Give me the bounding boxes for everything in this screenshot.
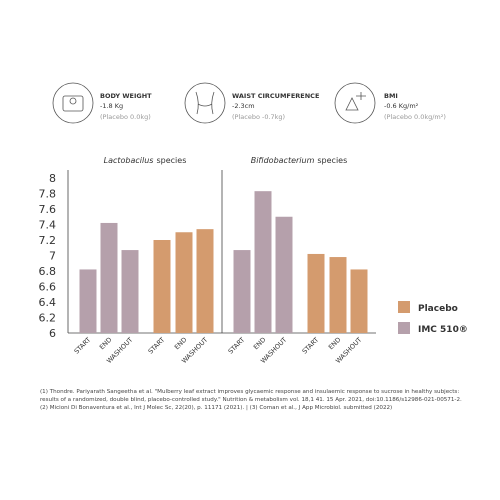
y-tick-label: 7 [49, 250, 56, 263]
stats: BODY WEIGHT -1.8 Kg (Placebo 0.0kg) WAIST C… [100, 92, 446, 121]
stat-value: -1.8 Kg [100, 102, 123, 110]
panel-title-part: Bifidobacterium [251, 156, 315, 165]
stat-value: -0.6 Kg/m² [384, 102, 419, 110]
footnote: (1) Thondre. Pariyarath Sangeetha et al.… [40, 389, 462, 403]
bar [350, 269, 368, 333]
x-tick-label: START [301, 336, 321, 356]
legend-label: IMC 510® [418, 325, 468, 335]
bmi-icon [345, 92, 366, 111]
y-tick-label: 7.4 [39, 219, 57, 232]
stat-note: (Placebo 0.0kg) [100, 113, 151, 121]
bar [100, 222, 118, 333]
x-tick-label: END [252, 336, 268, 352]
bar [329, 257, 347, 333]
bar [307, 253, 325, 333]
bar [121, 250, 139, 333]
icons [52, 82, 376, 124]
legend-swatch [398, 301, 410, 313]
footnote: (2) Micioni Di Bonaventura et al., Int J… [40, 405, 393, 411]
panel-title: Lactobacilus species [104, 156, 187, 165]
icon-circle [334, 82, 376, 124]
y-tick-label: 8 [49, 172, 56, 185]
y-tick-label: 6.2 [39, 312, 57, 325]
x-tick-label: START [147, 336, 167, 356]
legend-swatch [398, 322, 410, 334]
x-tick-label: START [73, 336, 93, 356]
y-tick-label: 6 [49, 327, 56, 340]
y-tick-label: 6.8 [39, 265, 57, 278]
stat-value: -2.3cm [232, 102, 255, 110]
panel-title: Bifidobacterium species [251, 156, 348, 165]
bar [254, 191, 272, 333]
bar [79, 269, 97, 333]
panel-title-part: Lactobacilus [104, 156, 154, 165]
x-tick-label: END [327, 336, 343, 352]
x-tick-label: START [227, 336, 247, 356]
icon-circle [52, 82, 94, 124]
y-tick-label: 6.6 [39, 281, 57, 294]
stat-label: BMI [384, 92, 398, 100]
x-tick-label: END [98, 336, 114, 352]
icon-circle [184, 82, 226, 124]
x-tick-label: END [173, 336, 189, 352]
bar [196, 229, 214, 333]
legend-label: Placebo [418, 304, 458, 314]
waist-icon [195, 91, 215, 115]
y-tick-label: 7.6 [39, 203, 57, 216]
stat-note: (Placebo 0.0kg/m²) [384, 113, 446, 121]
bar [233, 250, 251, 333]
scale-icon [62, 95, 84, 112]
scale-dial [69, 97, 77, 105]
bar [175, 232, 193, 333]
stat-label: BODY WEIGHT [100, 92, 152, 100]
y-tick-label: 7.8 [39, 188, 57, 201]
y-tick-label: 7.2 [39, 234, 57, 247]
footnotes: (1) Thondre. Pariyarath Sangeetha et al.… [40, 388, 470, 412]
bar [275, 216, 293, 333]
stat-note: (Placebo -0.7kg) [232, 113, 285, 121]
panel-title-part: species [317, 156, 347, 165]
panel-title-part: species [156, 156, 186, 165]
stat-label: WAIST CIRCUMFERENCE [232, 92, 319, 100]
bar [153, 240, 171, 333]
y-tick-label: 6.4 [39, 296, 57, 309]
